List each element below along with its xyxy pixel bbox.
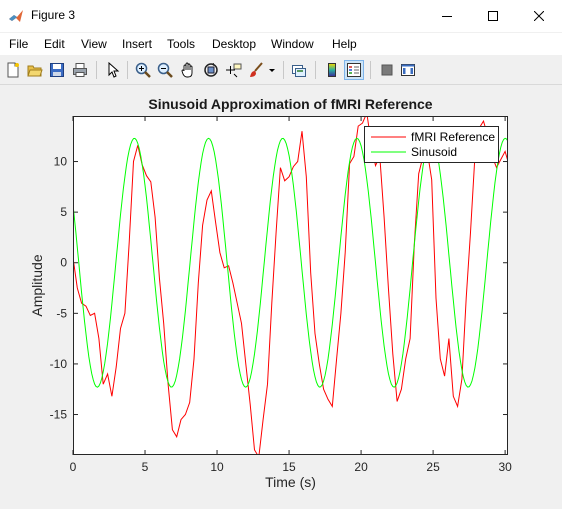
data-cursor-icon [226,63,242,78]
edit-plot-button[interactable] [103,60,123,80]
legend-box [364,126,499,163]
matlab-logo-icon [9,10,23,22]
menu-bar: File Edit View Insert Tools Desktop Wind… [0,33,562,82]
maximize-icon [488,11,498,21]
axis-ticks: 0 5 10 15 20 25 30 10 5 0 -5 -10 -15 [50,116,512,474]
title-bar[interactable]: Figure 3 [0,0,562,32]
legend[interactable]: fMRI Reference Sinusoid [364,126,499,163]
pan-button[interactable] [178,60,198,80]
toolbar-separator [370,61,371,79]
show-plot-tools-icon [401,64,415,76]
y-tick-label: 10 [54,155,68,169]
show-plot-tools-button[interactable] [398,60,418,80]
axes-frame [73,116,508,455]
close-icon [534,11,544,21]
y-tick-label: 5 [60,205,67,219]
brush-icon [250,62,263,77]
link-plot-button[interactable] [289,60,309,80]
open-file-icon [27,65,43,77]
legend-button[interactable] [344,60,364,80]
close-button[interactable] [516,0,562,32]
open-file-button[interactable] [25,60,45,80]
legend-icon [347,63,361,77]
colorbar-button[interactable] [322,60,342,80]
zoom-out-icon [157,62,173,78]
zoom-out-button[interactable] [155,60,175,80]
rotate-3d-icon [204,63,218,77]
figure-canvas: Sinusoid Approximation of fMRI Reference… [0,85,562,506]
y-tick-label: -15 [50,408,68,422]
y-tick-label: 0 [60,256,67,270]
save-icon [50,63,64,77]
x-axis-label: Time (s) [265,474,316,490]
y-tick-label: -10 [50,357,68,371]
menu-file[interactable]: File [9,37,29,51]
edit-plot-arrow-icon [108,62,120,78]
x-tick-label: 10 [210,460,224,474]
new-figure-icon [7,62,19,78]
menu-desktop[interactable]: Desktop [212,37,257,51]
save-button[interactable] [47,60,67,80]
x-tick-label: 20 [354,460,368,474]
menu-insert[interactable]: Insert [122,37,153,51]
brush-dropdown-button[interactable] [266,60,278,80]
print-button[interactable] [70,60,90,80]
menu-view[interactable]: View [81,37,107,51]
toolbar-separator [96,61,97,79]
toolbar-separator [315,61,316,79]
menu-help[interactable]: Help [332,37,357,51]
colorbar-icon [328,63,336,77]
link-plot-icon [292,65,306,77]
zoom-in-icon [135,62,151,78]
chart-title: Sinusoid Approximation of fMRI Reference [148,96,432,112]
minimize-button[interactable] [424,0,470,32]
plot-svg[interactable]: Sinusoid Approximation of fMRI Reference… [0,85,562,506]
window-title: Figure 3 [31,8,76,22]
zoom-in-button[interactable] [133,60,153,80]
toolbar-separator [127,61,128,79]
legend-label-sinusoid: Sinusoid [411,145,457,159]
menu-window[interactable]: Window [271,37,314,51]
menu-tools[interactable]: Tools [167,37,196,51]
toolbar-separator [283,61,284,79]
maximize-button[interactable] [470,0,516,32]
x-tick-label: 0 [70,460,77,474]
new-figure-button[interactable] [3,60,23,80]
x-tick-label: 30 [498,460,512,474]
legend-label-fmri: fMRI Reference [411,130,495,144]
y-axis-label: Amplitude [29,254,45,316]
menu-edit[interactable]: Edit [44,37,65,51]
y-tick-label: -5 [56,306,67,320]
figure-toolbar [0,56,562,85]
data-cursor-button[interactable] [224,60,244,80]
pan-hand-icon [181,62,193,78]
print-icon [73,63,87,77]
chevron-down-icon [269,69,275,72]
x-tick-label: 15 [282,460,296,474]
hide-plot-tools-button[interactable] [377,60,397,80]
brush-button[interactable] [246,60,266,80]
minimize-icon [442,16,452,17]
x-tick-label: 5 [142,460,149,474]
hide-plot-tools-icon [381,64,393,76]
x-tick-label: 25 [426,460,440,474]
rotate-3d-button[interactable] [201,60,221,80]
